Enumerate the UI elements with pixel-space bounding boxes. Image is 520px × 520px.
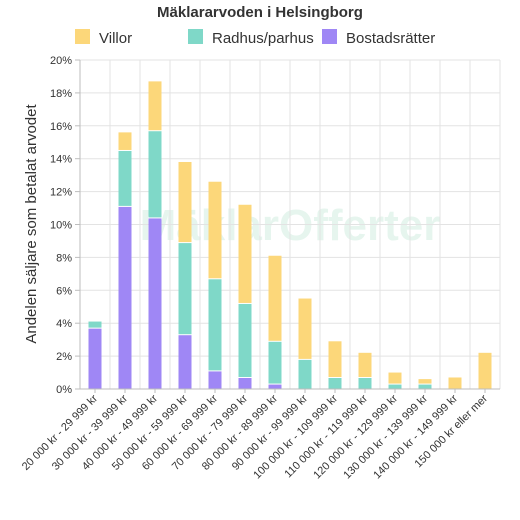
bar-segment (118, 132, 132, 151)
bar-segment (238, 204, 252, 304)
y-tick-label: 18% (50, 88, 72, 100)
y-tick-label: 14% (50, 154, 72, 166)
y-axis: 0% 2% 4% 6% 8% 10% 12% 14% 16% 18% 20% (50, 55, 500, 396)
bar-segment (448, 377, 462, 389)
bar-segment (148, 217, 162, 389)
gridlines (79, 59, 501, 390)
bar-segment (358, 377, 372, 389)
bar-segment (88, 321, 102, 329)
bar-segment (268, 255, 282, 342)
bar-segment (208, 370, 222, 389)
bar-segment (268, 384, 282, 389)
y-tick-label: 8% (56, 252, 72, 264)
bar-segment (208, 181, 222, 279)
bar-segment (148, 81, 162, 131)
bar-segment (388, 372, 402, 385)
bar-segment (388, 384, 402, 389)
bar-segment (328, 377, 342, 389)
legend-item[interactable]: Villor (75, 29, 132, 47)
y-tick-label: 20% (50, 55, 72, 67)
bar-segment (88, 328, 102, 389)
bar-segment (328, 341, 342, 378)
bar-segment (418, 384, 432, 389)
y-tick-label: 12% (50, 187, 72, 199)
legend-swatch (322, 29, 337, 44)
bar-segment (298, 298, 312, 360)
y-tick-label: 6% (56, 285, 72, 297)
bar-segment (178, 242, 192, 335)
legend[interactable]: Villor Radhus/parhus Bostadsrätter (75, 29, 435, 47)
y-tick-label: 16% (50, 121, 72, 133)
legend-label: Villor (99, 30, 132, 47)
bar-segment (418, 379, 432, 385)
bar-segment (208, 278, 222, 371)
bar-segment (118, 206, 132, 389)
bar-segment (118, 150, 132, 207)
chart-title: Mäklararvoden i Helsingborg (157, 4, 363, 21)
bar-segment (358, 352, 372, 378)
bar-segment (238, 377, 252, 389)
bar-segment (178, 161, 192, 243)
y-tick-label: 4% (56, 318, 72, 330)
y-tick-label: 0% (56, 384, 72, 396)
legend-label: Radhus/parhus (212, 30, 314, 47)
legend-label: Bostadsrätter (346, 30, 435, 47)
bars (88, 81, 492, 389)
bar-segment (298, 359, 312, 389)
bar-segment (478, 352, 492, 389)
y-tick-label: 2% (56, 351, 72, 363)
bar-segment (238, 303, 252, 378)
y-tick-label: 10% (50, 220, 72, 232)
y-axis-label: Andelen säljare som betalat arvodet (23, 104, 40, 344)
legend-item[interactable]: Bostadsrätter (322, 29, 435, 47)
bar-segment (148, 130, 162, 218)
bar-segment (178, 334, 192, 389)
legend-swatch (188, 29, 203, 44)
bar-segment (268, 341, 282, 385)
legend-item[interactable]: Radhus/parhus (188, 29, 314, 47)
legend-swatch (75, 29, 90, 44)
